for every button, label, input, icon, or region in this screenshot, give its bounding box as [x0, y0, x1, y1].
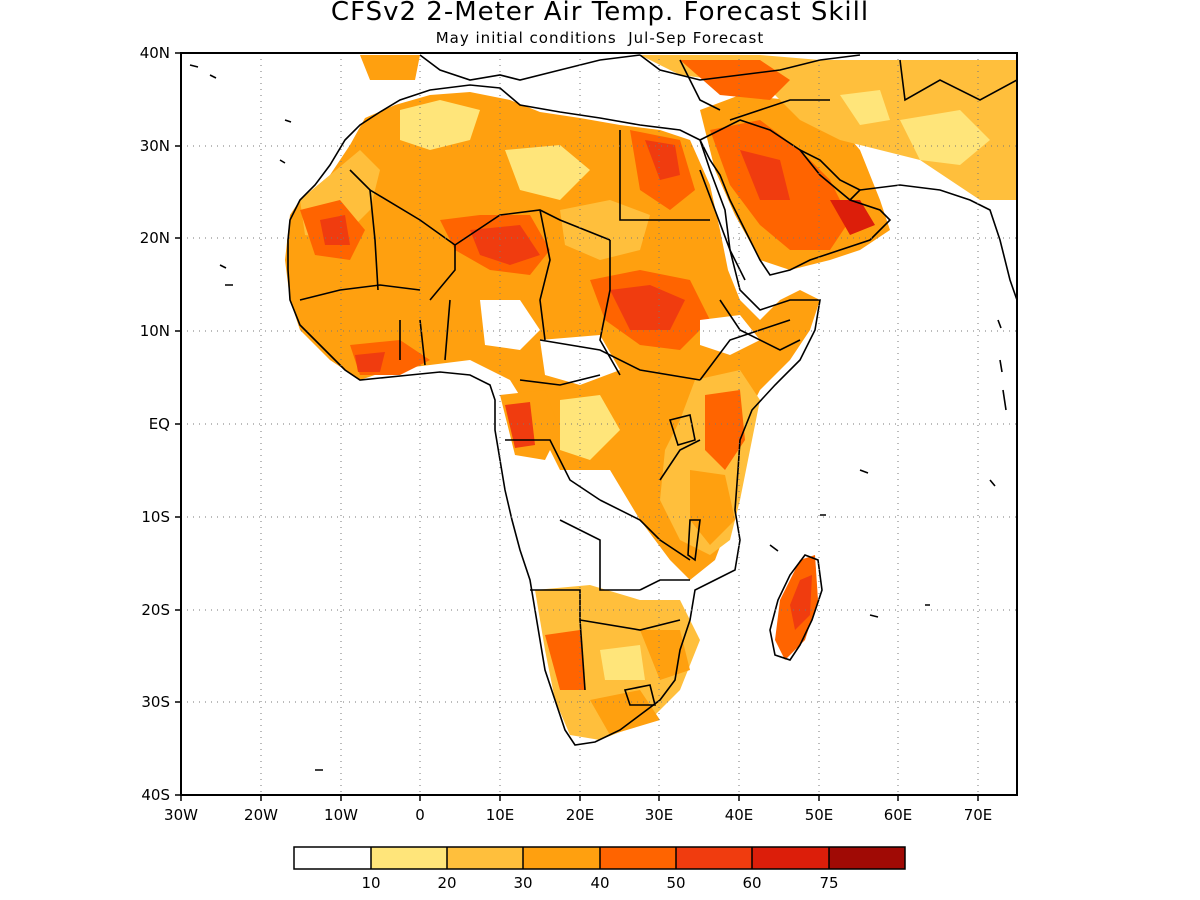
colorbar-label: 10	[361, 874, 380, 892]
colorbar-label: 60	[742, 874, 761, 892]
lon-label: 20W	[244, 806, 278, 824]
colorbar-swatch	[447, 847, 523, 869]
lat-label: 40S	[141, 786, 170, 804]
colorbar-label: 75	[819, 874, 838, 892]
lat-label: 30S	[141, 693, 170, 711]
lon-axis: 30W 20W 10W 0 10E 20E 30E 40E 50E 60E 70…	[164, 795, 992, 824]
colorbar-swatch	[523, 847, 600, 869]
lat-label: 40N	[140, 44, 170, 62]
lat-label: EQ	[149, 415, 170, 433]
lon-label: 10W	[324, 806, 358, 824]
skill-shading	[285, 55, 1017, 740]
map-title: CFSv2 2-Meter Air Temp. Forecast Skill	[330, 0, 870, 27]
lat-axis: 40N 30N 20N 10N EQ 10S 20S 30S 40S	[140, 44, 181, 804]
colorbar-label: 40	[590, 874, 609, 892]
lon-label: 50E	[805, 806, 834, 824]
lat-label: 20N	[140, 229, 170, 247]
colorbar-swatch	[829, 847, 905, 869]
lat-label: 10S	[141, 508, 170, 526]
lat-label: 30N	[140, 137, 170, 155]
colorbar-swatch	[294, 847, 371, 869]
lon-label: 20E	[566, 806, 595, 824]
lon-label: 70E	[964, 806, 993, 824]
lon-label: 30W	[164, 806, 198, 824]
color-bar: 10 20 30 40 50 60 75	[293, 846, 906, 892]
colorbar-label: 50	[666, 874, 685, 892]
colorbar-swatch	[752, 847, 829, 869]
map-subtitle: May initial conditions Jul-Sep Forecast	[435, 29, 765, 47]
colorbar-label: 20	[437, 874, 456, 892]
colorbar-swatch	[371, 847, 447, 869]
coastlines	[189, 54, 1017, 771]
lon-label: 40E	[725, 806, 754, 824]
lat-label: 20S	[141, 601, 170, 619]
lon-label: 60E	[884, 806, 913, 824]
lon-label: 30E	[645, 806, 674, 824]
lon-label: 0	[415, 806, 425, 824]
colorbar-swatch	[676, 847, 752, 869]
colorbar-swatch	[600, 847, 676, 869]
colorbar-label: 30	[513, 874, 532, 892]
lat-label: 10N	[140, 322, 170, 340]
lon-label: 10E	[486, 806, 515, 824]
graticule	[181, 53, 1017, 795]
